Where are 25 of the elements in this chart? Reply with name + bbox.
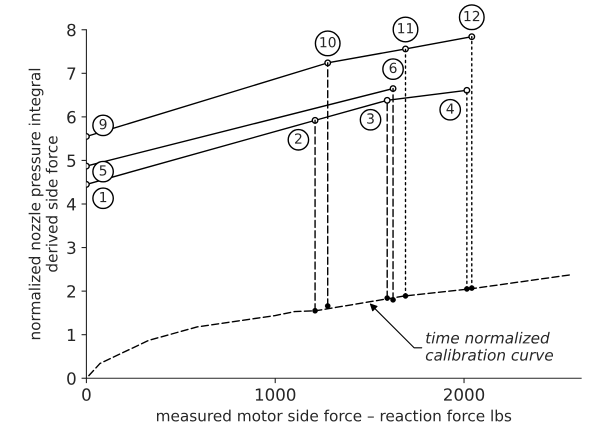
y-tick-label: 8 bbox=[67, 24, 76, 36]
y-tick-label: 4 bbox=[66, 198, 76, 210]
y-tick-label: 5 bbox=[67, 154, 76, 168]
y-tick-label: 2 bbox=[67, 285, 76, 298]
annotation: 2 bbox=[295, 133, 302, 144]
y-tick-label: 6 bbox=[67, 110, 76, 124]
annotation: 3 bbox=[367, 113, 374, 124]
x-axis-title: measured motor side force – reaction force lbs bbox=[157, 410, 512, 422]
annotation: 9 bbox=[100, 118, 107, 130]
annotation: 12 bbox=[464, 10, 480, 22]
annotation: 5 bbox=[100, 165, 106, 176]
x-tick-label: 1000 bbox=[256, 388, 296, 401]
y-tick-label: 3 bbox=[67, 242, 76, 254]
annotation: 1 bbox=[100, 192, 106, 202]
annotation: time normalized calibration curve bbox=[426, 332, 554, 361]
y-tick-label: 1 bbox=[68, 328, 76, 342]
annotation: 4 bbox=[446, 103, 454, 114]
annotation: 10 bbox=[320, 36, 336, 48]
y-axis-title: normalized nozzle pressure integral derived side force bbox=[28, 68, 58, 340]
y-tick-label: 0 bbox=[67, 372, 76, 385]
annotation: 11 bbox=[398, 23, 414, 34]
x-tick-label: 2000 bbox=[444, 388, 484, 401]
y-tick-label: 7 bbox=[67, 67, 76, 80]
annotation: 6 bbox=[390, 62, 397, 74]
x-tick-label: 0 bbox=[82, 388, 91, 401]
